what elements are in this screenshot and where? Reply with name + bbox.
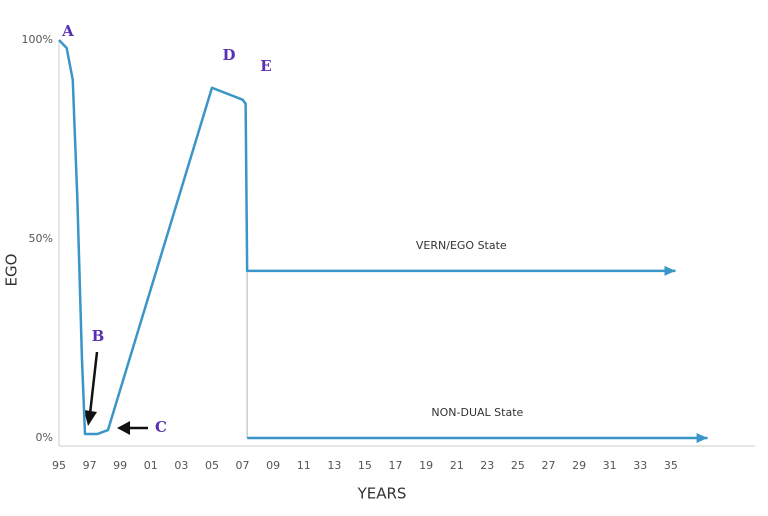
x-tick-label: 27 — [541, 459, 555, 472]
x-tick-label: 23 — [480, 459, 494, 472]
x-tick-label: 09 — [266, 459, 280, 472]
y-tick-label: 100% — [22, 33, 53, 46]
x-tick-label: 95 — [52, 459, 66, 472]
x-tick-label: 07 — [236, 459, 250, 472]
y-axis-label: EGO — [3, 254, 21, 287]
y-tick-label: 50% — [29, 232, 53, 245]
arrowhead — [696, 433, 708, 444]
x-tick-label: 97 — [83, 459, 97, 472]
x-tick-label: 25 — [511, 459, 525, 472]
x-tick-label: 15 — [358, 459, 372, 472]
x-tick-label: 11 — [297, 459, 311, 472]
point-annotation: E — [260, 57, 271, 75]
point-annotation: D — [222, 46, 235, 64]
point-annotation: B — [92, 327, 105, 345]
y-tick-label: 0% — [36, 431, 53, 444]
x-axis-label: YEARS — [357, 485, 407, 503]
x-tick-label: 33 — [633, 459, 647, 472]
x-tick-label: 05 — [205, 459, 219, 472]
x-tick-label: 21 — [450, 459, 464, 472]
point-annotation: C — [155, 418, 167, 436]
pointer-c — [117, 421, 148, 435]
pointer-b — [84, 351, 99, 426]
x-tick-label: 17 — [389, 459, 403, 472]
series-label: VERN/EGO State — [416, 239, 507, 252]
x-tick-label: 99 — [113, 459, 127, 472]
x-tick-label: 03 — [174, 459, 188, 472]
line — [58, 39, 676, 436]
point-annotation: A — [61, 22, 74, 40]
x-tick-label: 35 — [664, 459, 678, 472]
x-tick-label: 01 — [144, 459, 158, 472]
arrowhead — [664, 265, 676, 276]
x-tick-label: 13 — [327, 459, 341, 472]
x-tick-label: 19 — [419, 459, 433, 472]
x-tick-label: 29 — [572, 459, 586, 472]
series-label: NON-DUAL State — [431, 406, 523, 419]
x-tick-label: 31 — [603, 459, 617, 472]
